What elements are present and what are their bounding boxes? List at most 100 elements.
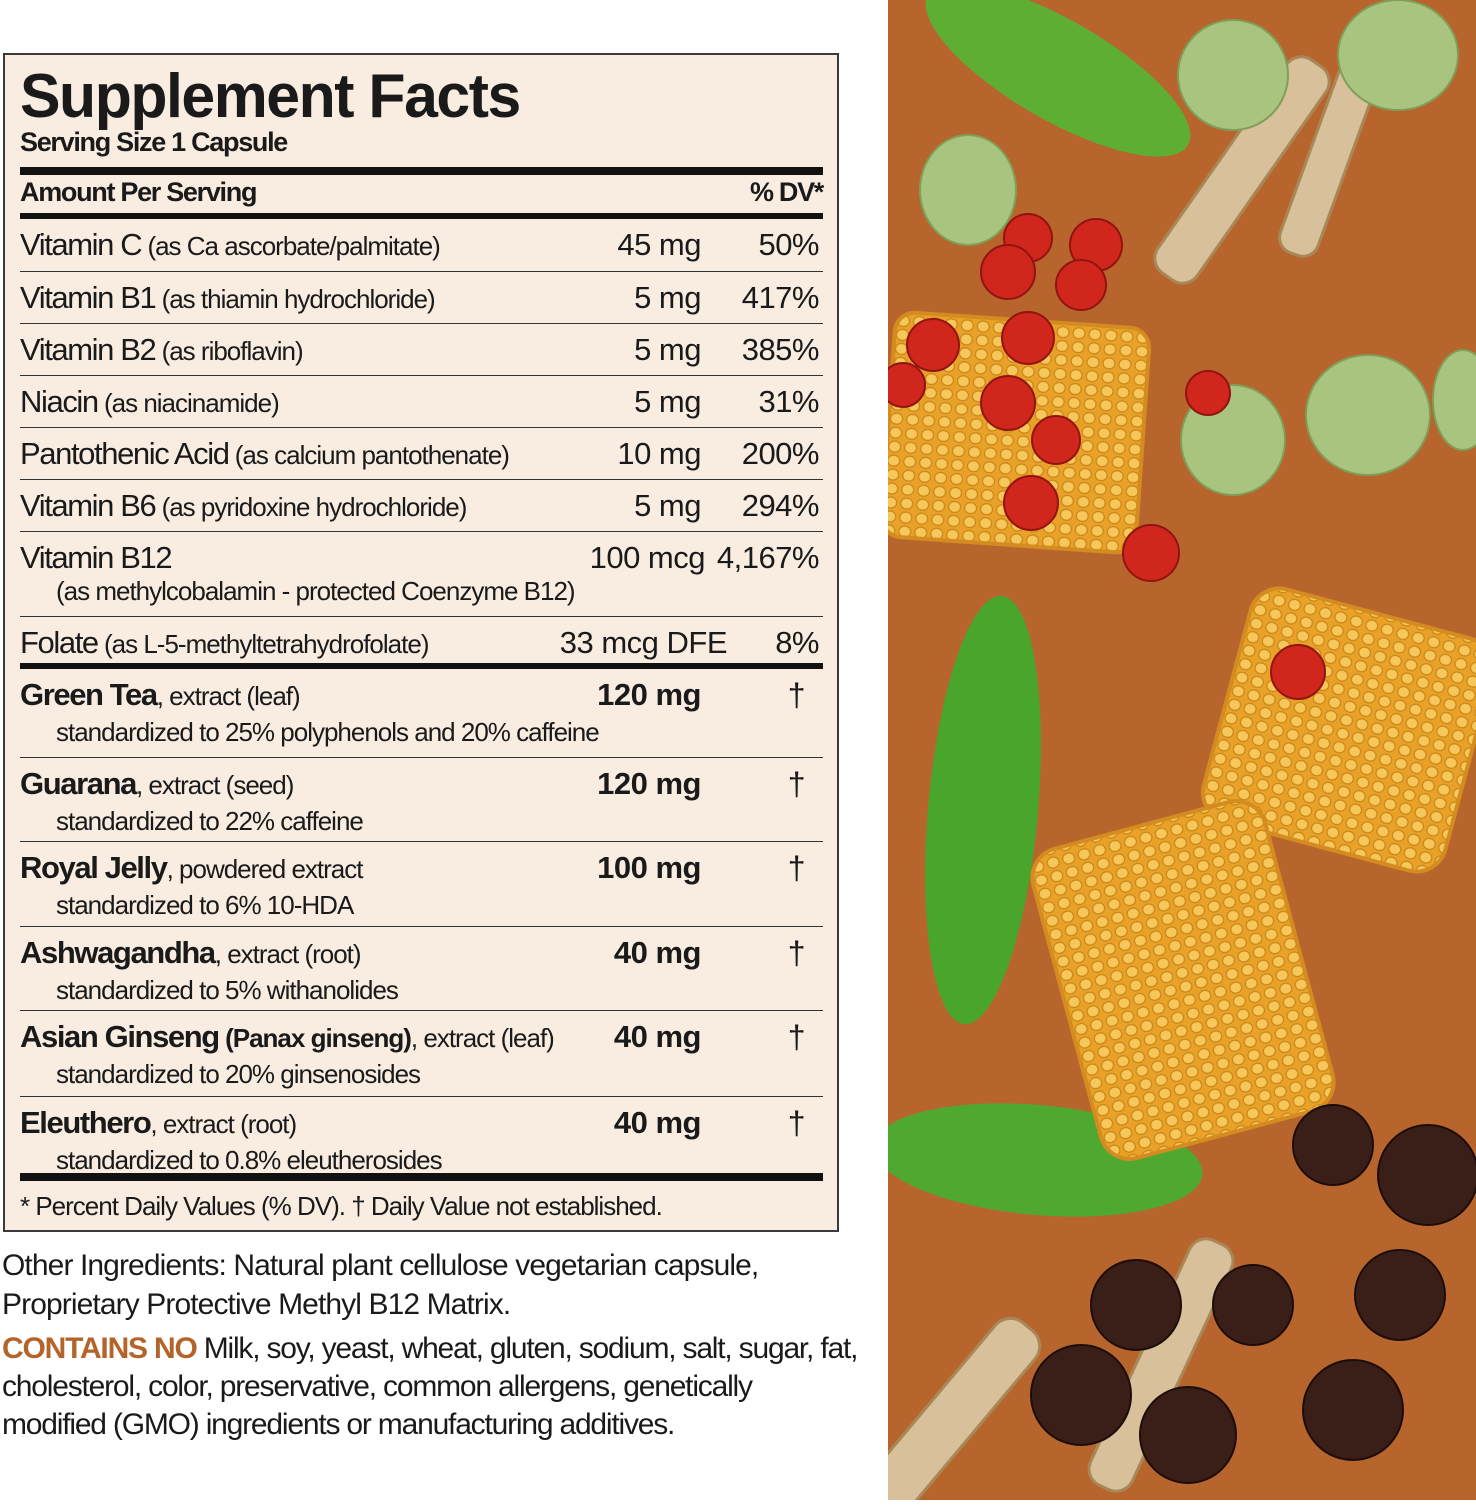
nutrient-name-line: Guarana, extract (seed) — [20, 766, 294, 802]
nutrient-dv: † — [787, 766, 806, 802]
nutrient-source: (as calcium pantothenate) — [228, 440, 510, 470]
ingredients-photo — [866, 0, 1476, 1505]
contains-no-statement: CONTAINS NO Milk, soy, yeast, wheat, glu… — [2, 1330, 862, 1444]
nutrient-name: Niacin — [20, 384, 99, 419]
root-sticks — [866, 55, 1378, 1505]
nutrient-amount: 45 mg — [617, 227, 701, 262]
nutrient-standardization: standardized to 5% withanolides — [56, 975, 399, 1005]
nutrient-dv: 4,167% — [716, 540, 820, 575]
nutrient-source: (as Ca ascorbate/palmitate) — [141, 231, 440, 261]
nutrient-name: Folate — [20, 625, 99, 660]
nutrient-amount: 33 mcg DFE — [559, 625, 728, 660]
nutrient-standardization: (as methylcobalamin - protected Coenzyme… — [56, 576, 576, 606]
nutrient-name: Green Tea — [20, 677, 158, 712]
red-berries — [880, 213, 1326, 700]
nutrient-name-line: Eleuthero, extract (root) — [20, 1105, 297, 1141]
nutrient-name: Pantothenic Acid — [20, 436, 230, 471]
ashwagandha-husks — [919, 0, 1476, 496]
table-row: Vitamin B12 (as methylcobalamin - protect… — [20, 532, 823, 617]
nutrient-name: Asian Ginseng — [20, 1019, 220, 1054]
nutrient-dv: † — [787, 1019, 806, 1055]
nutrient-name: Vitamin B2 — [20, 332, 157, 367]
table-row: Eleuthero, extract (root) standardized to… — [20, 1097, 823, 1181]
nutrient-name-line: Royal Jelly, powdered extract — [20, 850, 364, 886]
nutrient-name-line: Vitamin B1 (as thiamin hydrochloride) — [20, 280, 436, 316]
nutrient-standardization: standardized to 6% 10-HDA — [56, 890, 354, 920]
nutrient-source: , powdered extract — [166, 854, 364, 884]
nutrient-name: Vitamin C — [20, 227, 143, 262]
nutrient-name: Vitamin B1 — [20, 280, 157, 315]
nutrient-standardization: standardized to 25% polyphenols and 20% … — [56, 717, 600, 747]
panel-title: Supplement Facts — [20, 62, 521, 131]
table-row: Pantothenic Acid (as calcium pantothenat… — [20, 428, 823, 480]
nutrient-amount: 100 mg — [597, 850, 701, 885]
nutrient-amount: 120 mg — [597, 677, 701, 712]
nutrient-name-line: Vitamin B12 — [20, 540, 173, 576]
nutrient-name-line: Vitamin C (as Ca ascorbate/palmitate) — [20, 227, 441, 263]
nutrient-name: Vitamin B6 — [20, 488, 157, 523]
nutrient-name: Royal Jelly — [20, 850, 168, 885]
table-row: Asian Ginseng (Panax ginseng), extract (… — [20, 1011, 823, 1097]
nutrient-dv: 50% — [758, 227, 819, 262]
contains-no-text: Milk, soy, yeast, wheat, gluten, sodium,… — [2, 1332, 858, 1441]
nutrient-dv: † — [787, 850, 806, 886]
nutrient-name-line: Green Tea, extract (leaf) — [20, 677, 301, 713]
nutrient-source: , extract (leaf) — [410, 1023, 555, 1053]
nutrient-name-line: Ashwagandha, extract (root) — [20, 935, 362, 971]
nutrient-amount: 5 mg — [634, 488, 701, 523]
table-row: Vitamin C (as Ca ascorbate/palmitate) 45 … — [20, 219, 823, 272]
nutrient-dv: 294% — [741, 488, 820, 523]
nutrient-source: (as niacinamide) — [97, 388, 280, 418]
nutrient-dv: 200% — [741, 436, 820, 471]
table-row: Vitamin B6 (as pyridoxine hydrochloride)… — [20, 480, 823, 532]
supplement-facts-panel: Supplement Facts Serving Size 1 Capsule … — [3, 53, 839, 1232]
divider-thick — [20, 167, 823, 175]
table-row: Green Tea, extract (leaf) standardized to… — [20, 669, 823, 758]
nutrient-amount: 40 mg — [613, 935, 702, 970]
nutrient-name-line: Folate (as L-5-methyltetrahydrofolate) — [20, 625, 429, 661]
table-header: Amount Per Serving % DV* — [20, 177, 824, 213]
nutrient-table: Vitamin C (as Ca ascorbate/palmitate) 45 … — [20, 219, 823, 1181]
nutrient-amount: 5 mg — [634, 384, 701, 419]
nutrient-amount: 40 mg — [613, 1105, 702, 1140]
nutrient-amount: 5 mg — [634, 332, 701, 367]
table-row: Royal Jelly, powdered extract standardize… — [20, 842, 823, 927]
nutrient-name: Eleuthero — [20, 1105, 152, 1140]
nutrient-source: , extract (seed) — [135, 770, 294, 800]
honeycomb — [879, 310, 1476, 1161]
nutrient-species: (Panax ginseng) — [218, 1023, 412, 1053]
nutrient-name-line: Vitamin B6 (as pyridoxine hydrochloride) — [20, 488, 467, 524]
ingredients-illustration — [866, 0, 1476, 1505]
table-row: Folate (as L-5-methyltetrahydrofolate) 33… — [20, 617, 823, 669]
table-row: Vitamin B2 (as riboflavin) 5 mg 385% — [20, 324, 823, 376]
contains-no-label: CONTAINS NO — [2, 1332, 198, 1365]
nutrient-dv: 385% — [741, 332, 820, 367]
other-ingredients: Other Ingredients: Natural plant cellulo… — [2, 1249, 759, 1321]
nutrient-name-line: Asian Ginseng (Panax ginseng), extract (… — [20, 1019, 555, 1055]
table-row: Ashwagandha, extract (root) standardized … — [20, 927, 823, 1011]
divider-thick — [20, 213, 823, 219]
nutrient-dv: † — [787, 1105, 806, 1141]
serving-size: Serving Size 1 Capsule — [20, 127, 288, 157]
nutrient-dv: † — [787, 677, 806, 713]
green-tea-leaves — [873, 0, 1203, 1217]
nutrient-standardization: standardized to 0.8% eleutherosides — [56, 1145, 443, 1175]
nutrient-name: Ashwagandha — [20, 935, 216, 970]
nutrient-amount: 5 mg — [634, 280, 701, 315]
header-amount: Amount Per Serving — [20, 177, 257, 207]
nutrient-standardization: standardized to 22% caffeine — [56, 806, 364, 836]
nutrient-dv: † — [787, 935, 806, 971]
nutrient-standardization: standardized to 20% ginsenosides — [56, 1059, 421, 1089]
table-row: Guarana, extract (seed) standardized to 2… — [20, 758, 823, 842]
footnote: * Percent Daily Values (% DV). † Daily V… — [20, 1191, 663, 1221]
nutrient-amount: 100 mcg — [589, 540, 706, 575]
nutrient-amount: 10 mg — [617, 436, 701, 471]
nutrient-source: (as L-5-methyltetrahydrofolate) — [97, 629, 429, 659]
header-dv: % DV* — [749, 177, 824, 207]
nutrient-source: , extract (leaf) — [156, 681, 301, 711]
nutrient-name-line: Niacin (as niacinamide) — [20, 384, 280, 420]
nutrient-dv: 31% — [758, 384, 819, 419]
nutrient-name: Vitamin B12 — [20, 540, 173, 575]
nutrient-dv: 8% — [775, 625, 819, 660]
nutrient-source: (as thiamin hydrochloride) — [155, 284, 436, 314]
